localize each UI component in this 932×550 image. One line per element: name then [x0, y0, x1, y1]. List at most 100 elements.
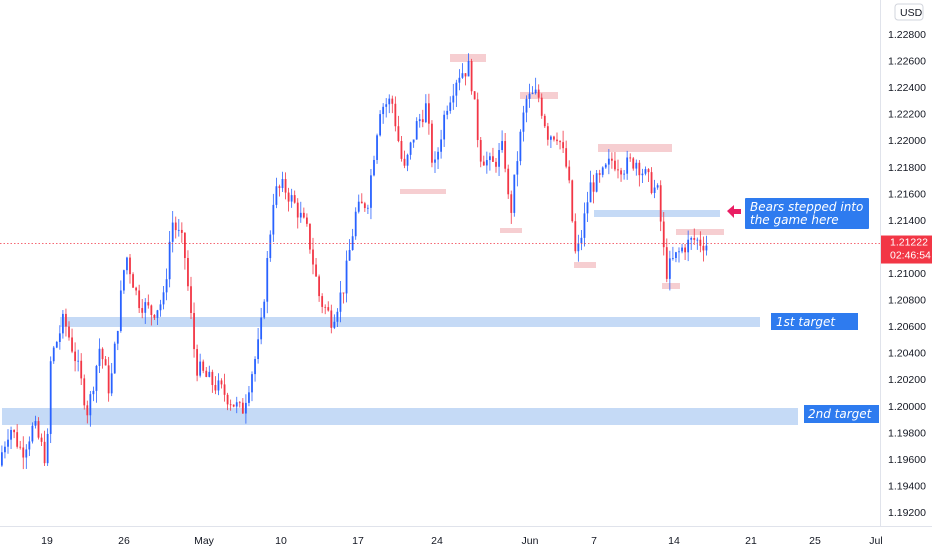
- candle-body: [168, 241, 171, 280]
- candle-body: [644, 169, 647, 174]
- time-tick-label: 21: [745, 535, 757, 547]
- candle-body: [241, 402, 244, 414]
- candle-body: [580, 237, 583, 244]
- candle-body: [537, 89, 540, 98]
- candle-body: [583, 213, 586, 238]
- candle-body: [202, 361, 205, 371]
- candle-body: [214, 385, 217, 391]
- candle-body: [650, 172, 653, 193]
- candle-body: [485, 160, 488, 166]
- candle-body: [400, 140, 403, 159]
- price-tick-label: 1.20800: [888, 295, 926, 307]
- price-tick-label: 1.21000: [888, 268, 926, 280]
- time-tick-label: 10: [275, 535, 287, 547]
- candle-body: [68, 326, 70, 338]
- candle-body: [632, 158, 635, 169]
- candle-body: [321, 296, 324, 307]
- price-tick-label: 1.22600: [888, 56, 926, 68]
- bears-label-line2: the game here: [750, 213, 839, 227]
- candle-body: [71, 337, 73, 352]
- candle-body: [318, 276, 320, 297]
- candle-body: [184, 232, 186, 259]
- candle-body: [284, 179, 287, 193]
- price-tick-label: 1.19600: [888, 454, 926, 466]
- candle-body: [28, 441, 31, 450]
- candle-body: [293, 195, 296, 203]
- candle-body: [562, 142, 564, 149]
- candle-body: [205, 370, 208, 377]
- candle-body: [296, 202, 299, 218]
- candle-body: [16, 432, 19, 447]
- candle-body: [4, 446, 6, 453]
- candle-body: [126, 257, 128, 271]
- candle-body: [34, 421, 37, 426]
- candle-body: [705, 245, 708, 251]
- candle-body: [379, 114, 381, 136]
- candle-body: [299, 212, 302, 218]
- candle-body: [187, 258, 189, 287]
- candle-body: [180, 229, 183, 233]
- time-tick-label: 14: [668, 535, 680, 547]
- candle-body: [598, 173, 601, 175]
- price-tick-label: 1.20200: [888, 374, 926, 386]
- candle-body: [92, 390, 95, 395]
- candle-body: [687, 239, 690, 253]
- candle-body: [52, 347, 55, 362]
- candle-body: [251, 374, 253, 393]
- candle-body: [516, 161, 519, 175]
- candle-body: [254, 359, 256, 375]
- candle-body: [559, 141, 561, 143]
- candle-body: [510, 194, 513, 213]
- candle-body: [7, 439, 9, 447]
- candle-body: [245, 402, 247, 414]
- candle-body: [107, 365, 110, 394]
- candle-body: [434, 159, 436, 163]
- candle-body: [458, 77, 461, 83]
- time-axis[interactable]: 19 26 May 10 17 24 Jun 7 14 21 25 Jul: [41, 535, 883, 547]
- candle-body: [653, 187, 656, 193]
- candle-body: [470, 61, 473, 92]
- candle-body: [55, 341, 58, 348]
- candle-body: [672, 258, 674, 259]
- candle-body: [668, 258, 671, 279]
- candle-body: [440, 139, 442, 152]
- target1-label: 1st target: [776, 315, 836, 329]
- candle-body: [656, 185, 659, 188]
- candle-body: [495, 161, 497, 167]
- candle-body: [287, 192, 290, 202]
- candle-body: [348, 249, 351, 261]
- currency-badge[interactable]: USD: [894, 3, 924, 21]
- candle-body: [412, 139, 415, 143]
- target2-label-box[interactable]: [804, 405, 879, 423]
- resistance-zone: [574, 262, 596, 268]
- candle-body: [156, 310, 159, 318]
- candle-body: [46, 433, 49, 464]
- candle-body: [498, 150, 500, 167]
- candle-body: [330, 310, 333, 328]
- candle-body: [223, 384, 226, 395]
- candle-body: [623, 173, 625, 175]
- candle-body: [702, 245, 705, 251]
- candle-body: [43, 441, 46, 464]
- candle-body: [489, 156, 491, 161]
- candle-body: [135, 287, 137, 291]
- price-axis[interactable]: 1.22800 1.22600 1.22400 1.22200 1.22000 1.218…: [888, 29, 926, 519]
- bears-label-box[interactable]: [745, 198, 869, 229]
- candle-body: [260, 317, 263, 340]
- candle-body: [513, 174, 516, 213]
- candle-body: [659, 185, 662, 222]
- candle-body: [534, 89, 537, 94]
- price-tick-label: 1.22200: [888, 109, 926, 121]
- candle-body: [690, 238, 693, 240]
- price-tick-label: 1.22400: [888, 82, 926, 94]
- candle-body: [638, 162, 641, 176]
- candle-body: [665, 247, 668, 279]
- target1-label-box[interactable]: [771, 313, 858, 330]
- candle-body: [601, 167, 604, 175]
- candle-body: [431, 123, 433, 163]
- candle-body: [629, 157, 632, 159]
- candle-body: [528, 93, 531, 99]
- candle-body: [376, 135, 378, 160]
- candle-body: [208, 371, 211, 377]
